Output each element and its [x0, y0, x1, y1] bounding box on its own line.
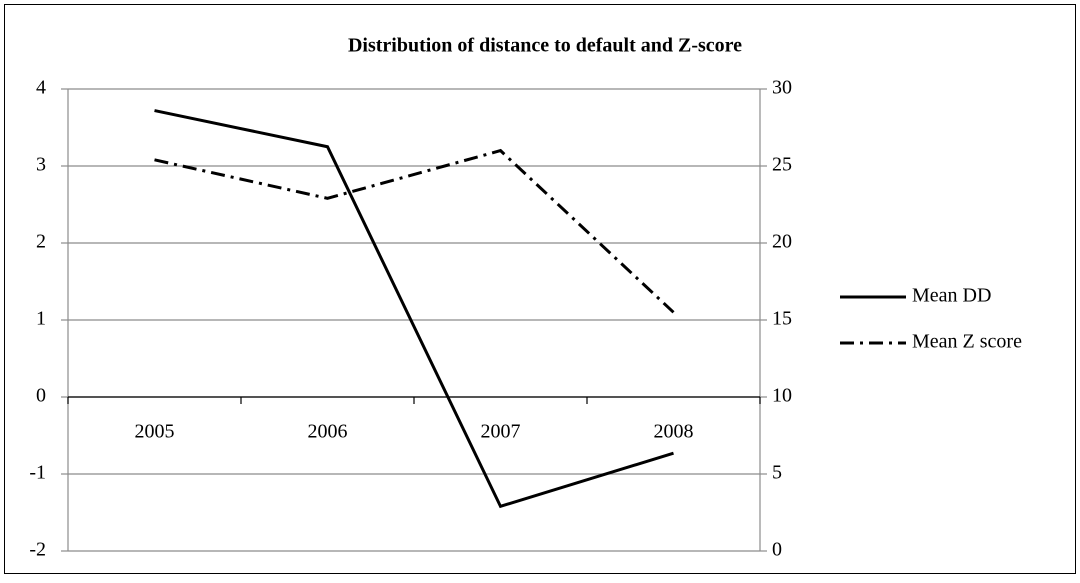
y-tick-label: 1 [36, 308, 46, 330]
series-line [154, 109, 674, 509]
y-tick-label: 2 [36, 231, 46, 253]
x-tick-label: 2006 [308, 421, 348, 443]
y-tick-label: 0 [36, 385, 46, 407]
y2-tick-label: 10 [772, 385, 792, 407]
y2-tick-label: 0 [772, 539, 782, 561]
x-tick-label: 2008 [654, 421, 694, 443]
chart-title: Distribution of distance to default and … [348, 35, 742, 57]
legend-label: Mean Z score [912, 331, 1022, 353]
y-tick-label: -1 [29, 462, 46, 484]
series-line [154, 148, 675, 314]
chart-frame [4, 4, 1076, 574]
y2-tick-label: 20 [772, 231, 792, 253]
y-tick-label: 3 [36, 154, 46, 176]
y2-tick-label: 30 [772, 77, 792, 99]
y2-tick-label: 15 [772, 308, 792, 330]
legend-label: Mean DD [912, 285, 991, 307]
y2-tick-label: 5 [772, 462, 782, 484]
y-tick-label: -2 [29, 539, 46, 561]
y-tick-label: 4 [36, 77, 46, 99]
x-tick-label: 2005 [135, 421, 175, 443]
x-tick-label: 2007 [481, 421, 521, 443]
y2-tick-label: 25 [772, 154, 792, 176]
